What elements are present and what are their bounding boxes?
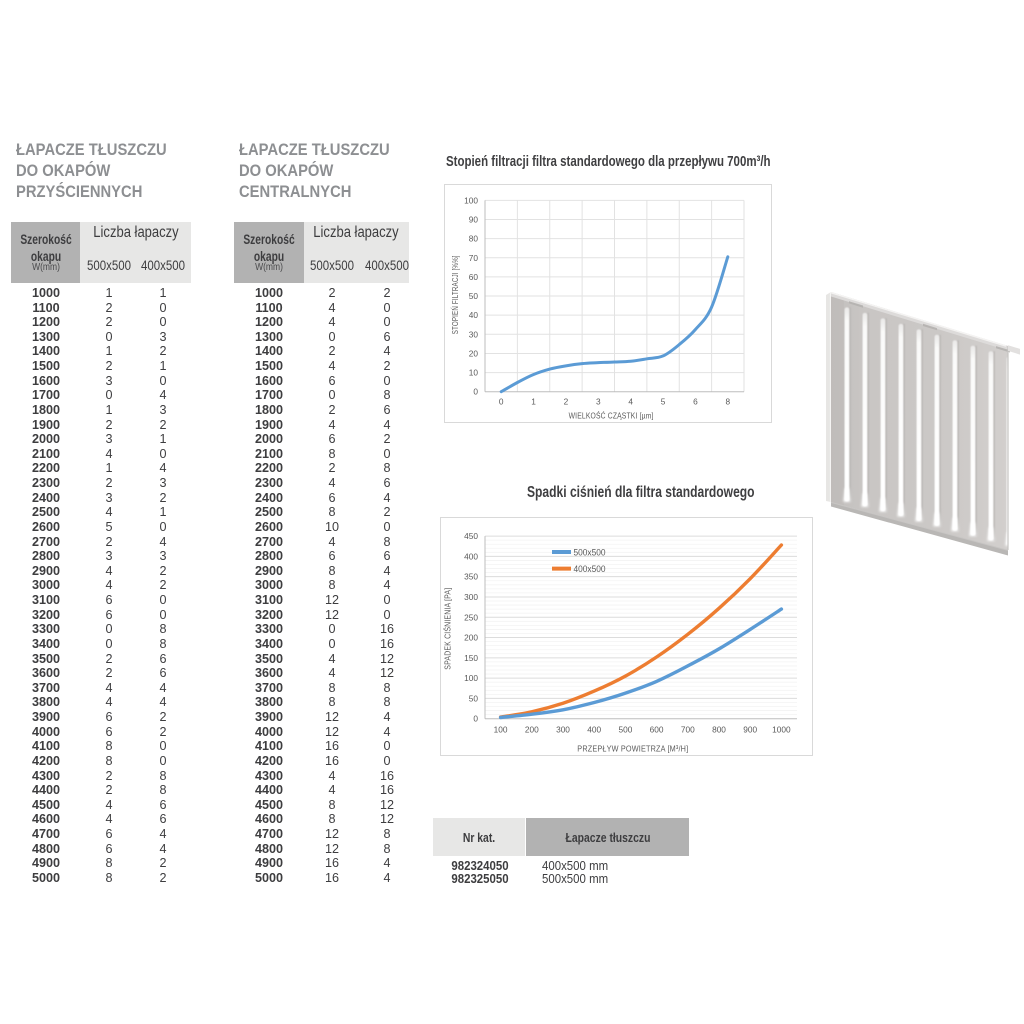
svg-text:60: 60 <box>469 272 479 282</box>
svg-text:100: 100 <box>464 195 478 205</box>
svg-text:40: 40 <box>469 310 479 320</box>
svg-text:400: 400 <box>464 551 478 561</box>
svg-text:500: 500 <box>618 725 632 735</box>
svg-text:800: 800 <box>712 725 726 735</box>
svg-text:150: 150 <box>464 653 478 663</box>
svg-text:0: 0 <box>473 387 478 397</box>
svg-text:SPADEK CIŚNIENIA [PA]: SPADEK CIŚNIENIA [PA] <box>442 588 453 670</box>
svg-text:900: 900 <box>743 725 757 735</box>
svg-text:80: 80 <box>469 234 479 244</box>
svg-text:200: 200 <box>464 633 478 643</box>
svg-text:1000: 1000 <box>772 725 791 735</box>
svg-text:2: 2 <box>564 397 569 407</box>
svg-text:70: 70 <box>469 253 479 263</box>
svg-text:400x500: 400x500 <box>574 564 606 575</box>
svg-text:30: 30 <box>469 329 479 339</box>
svg-text:20: 20 <box>469 348 479 358</box>
svg-text:100: 100 <box>464 673 478 683</box>
svg-text:1: 1 <box>531 397 536 407</box>
svg-text:50: 50 <box>469 291 479 301</box>
svg-text:250: 250 <box>464 612 478 622</box>
svg-text:0: 0 <box>473 714 478 724</box>
svg-text:450: 450 <box>464 531 478 541</box>
svg-text:300: 300 <box>464 592 478 602</box>
svg-text:100: 100 <box>494 725 508 735</box>
svg-text:4: 4 <box>628 397 633 407</box>
svg-text:0: 0 <box>499 397 504 407</box>
svg-text:50: 50 <box>469 693 479 703</box>
svg-text:5: 5 <box>661 397 666 407</box>
svg-text:500x500: 500x500 <box>574 548 606 559</box>
svg-text:90: 90 <box>469 215 479 225</box>
svg-text:STOPIEŃ FILTRACJI [%%]: STOPIEŃ FILTRACJI [%%] <box>451 255 460 334</box>
svg-text:400: 400 <box>587 725 601 735</box>
svg-text:WIELKOŚĆ CZĄSTKI [µm]: WIELKOŚĆ CZĄSTKI [µm] <box>569 412 654 421</box>
svg-text:PRZEPŁYW POWIETRZA [M³/H]: PRZEPŁYW POWIETRZA [M³/H] <box>577 744 688 754</box>
svg-text:6: 6 <box>693 397 698 407</box>
svg-text:200: 200 <box>525 725 539 735</box>
svg-text:300: 300 <box>556 725 570 735</box>
svg-text:600: 600 <box>650 725 664 735</box>
svg-text:8: 8 <box>725 397 730 407</box>
svg-text:3: 3 <box>596 397 601 407</box>
svg-text:350: 350 <box>464 572 478 582</box>
svg-text:700: 700 <box>681 725 695 735</box>
svg-text:10: 10 <box>469 368 479 378</box>
